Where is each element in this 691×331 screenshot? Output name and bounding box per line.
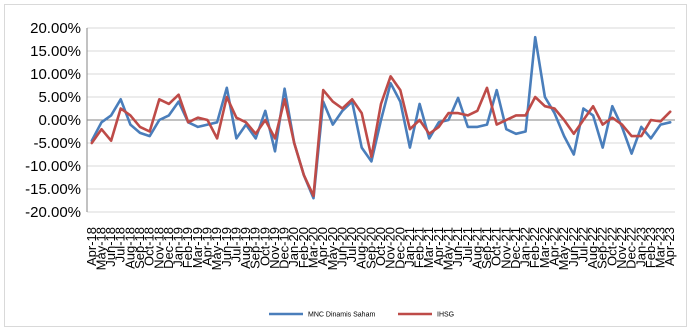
- x-tick-label: Apr-20: [315, 227, 330, 266]
- y-tick-label: 0.00%: [38, 112, 81, 129]
- x-tick-label: May-21: [440, 227, 455, 270]
- x-tick-label: Aug-19: [238, 227, 253, 269]
- x-tick-label: Nov-21: [498, 227, 513, 269]
- x-tick-label: Jan-21: [402, 227, 417, 267]
- x-tick-label: Sep-21: [479, 227, 494, 269]
- legend-label: IHSG: [437, 312, 454, 319]
- x-tick-label: Dec-19: [277, 227, 292, 269]
- x-tick-label: Dec-18: [161, 227, 176, 269]
- x-tick-label: Nov-22: [614, 227, 629, 269]
- y-tick-label: 20.00%: [30, 20, 81, 37]
- y-tick-label: -10.00%: [25, 158, 81, 175]
- x-tick-label: Sep-19: [248, 227, 263, 269]
- x-tick-label: Jun-22: [566, 227, 581, 267]
- chart-frame: -20.00% -15.00% -10.00% -5.00% 0.00% 5.00% 10.…: [4, 4, 687, 327]
- x-tick-label: Jun-21: [450, 227, 465, 267]
- x-tick-label: Aug-18: [122, 227, 137, 269]
- x-tick-label: Feb-22: [527, 227, 542, 268]
- x-tick-label: Jun-18: [103, 227, 118, 267]
- x-tick-label: Aug-22: [585, 227, 600, 269]
- x-tick-label: Jun-20: [334, 227, 349, 267]
- x-tick-label: Apr-19: [199, 227, 214, 266]
- x-tick-label: May-18: [93, 227, 108, 270]
- x-tick-label: Feb-20: [296, 227, 311, 268]
- x-tick-label: Sep-20: [363, 227, 378, 269]
- x-tick-label: Apr-18: [84, 227, 99, 266]
- y-tick-label: -20.00%: [25, 204, 81, 221]
- x-tick-label: Dec-20: [392, 227, 407, 269]
- x-tick-label: Jan-22: [518, 227, 533, 267]
- x-tick-label: May-20: [325, 227, 340, 270]
- x-tick-label: Oct-18: [142, 227, 157, 266]
- x-tick-label: Apr-22: [547, 227, 562, 266]
- y-axis-ticks: -20.00% -15.00% -10.00% -5.00% 0.00% 5.00% 10.…: [25, 20, 81, 221]
- x-tick-label: Nov-19: [267, 227, 282, 269]
- x-tick-label: Sep-22: [595, 227, 610, 269]
- x-tick-label: Jul-22: [575, 227, 590, 262]
- x-tick-label: Nov-18: [151, 227, 166, 269]
- x-tick-label: Jan-20: [286, 227, 301, 267]
- y-tick-label: 10.00%: [30, 66, 81, 83]
- x-tick-label: Jul-18: [113, 227, 128, 262]
- x-tick-label: Oct-21: [489, 227, 504, 266]
- x-tick-label: Feb-23: [643, 227, 658, 268]
- x-tick-label: Jul-21: [460, 227, 475, 262]
- y-tick-label: -15.00%: [25, 181, 81, 198]
- y-tick-label: -5.00%: [33, 135, 81, 152]
- x-tick-label: Dec-21: [508, 227, 523, 269]
- x-tick-label: May-22: [556, 227, 571, 270]
- x-tick-label: Apr-23: [662, 227, 677, 266]
- x-tick-label: Oct-22: [604, 227, 619, 266]
- x-tick-label: Feb-21: [412, 227, 427, 268]
- x-tick-label: Jan-19: [171, 227, 186, 267]
- x-tick-label: Mar-21: [421, 227, 436, 268]
- x-tick-label: Mar-20: [306, 227, 321, 268]
- x-tick-label: Mar-19: [190, 227, 205, 268]
- line-chart: -20.00% -15.00% -10.00% -5.00% 0.00% 5.00% 10.…: [25, 20, 677, 319]
- x-tick-label: Dec-22: [624, 227, 639, 269]
- y-tick-label: 5.00%: [38, 89, 81, 106]
- x-tick-label: Aug-21: [469, 227, 484, 269]
- x-tick-label: Jan-23: [633, 227, 648, 267]
- x-tick-label: Mar-23: [653, 227, 668, 268]
- x-axis-ticks: Apr-18May-18Jun-18Jul-18Aug-18Sep-18Oct-…: [84, 227, 677, 270]
- x-tick-label: Oct-20: [373, 227, 388, 266]
- legend: MNC Dinamis Saham IHSG: [269, 312, 454, 319]
- x-tick-label: Nov-20: [383, 227, 398, 269]
- x-tick-label: May-19: [209, 227, 224, 270]
- x-tick-label: Sep-18: [132, 227, 147, 269]
- x-tick-label: Mar-22: [537, 227, 552, 268]
- series-line-ihsg: [90, 75, 672, 198]
- y-tick-label: 15.00%: [30, 43, 81, 60]
- x-tick-label: Jul-19: [228, 227, 243, 262]
- series-lines: [90, 35, 672, 200]
- x-tick-label: Jul-20: [344, 227, 359, 262]
- legend-label: MNC Dinamis Saham: [308, 312, 375, 319]
- x-tick-label: Apr-21: [431, 227, 446, 266]
- x-tick-label: Feb-19: [180, 227, 195, 268]
- x-tick-label: Jun-19: [219, 227, 234, 267]
- x-tick-label: Oct-19: [257, 227, 272, 266]
- x-tick-label: Aug-20: [354, 227, 369, 269]
